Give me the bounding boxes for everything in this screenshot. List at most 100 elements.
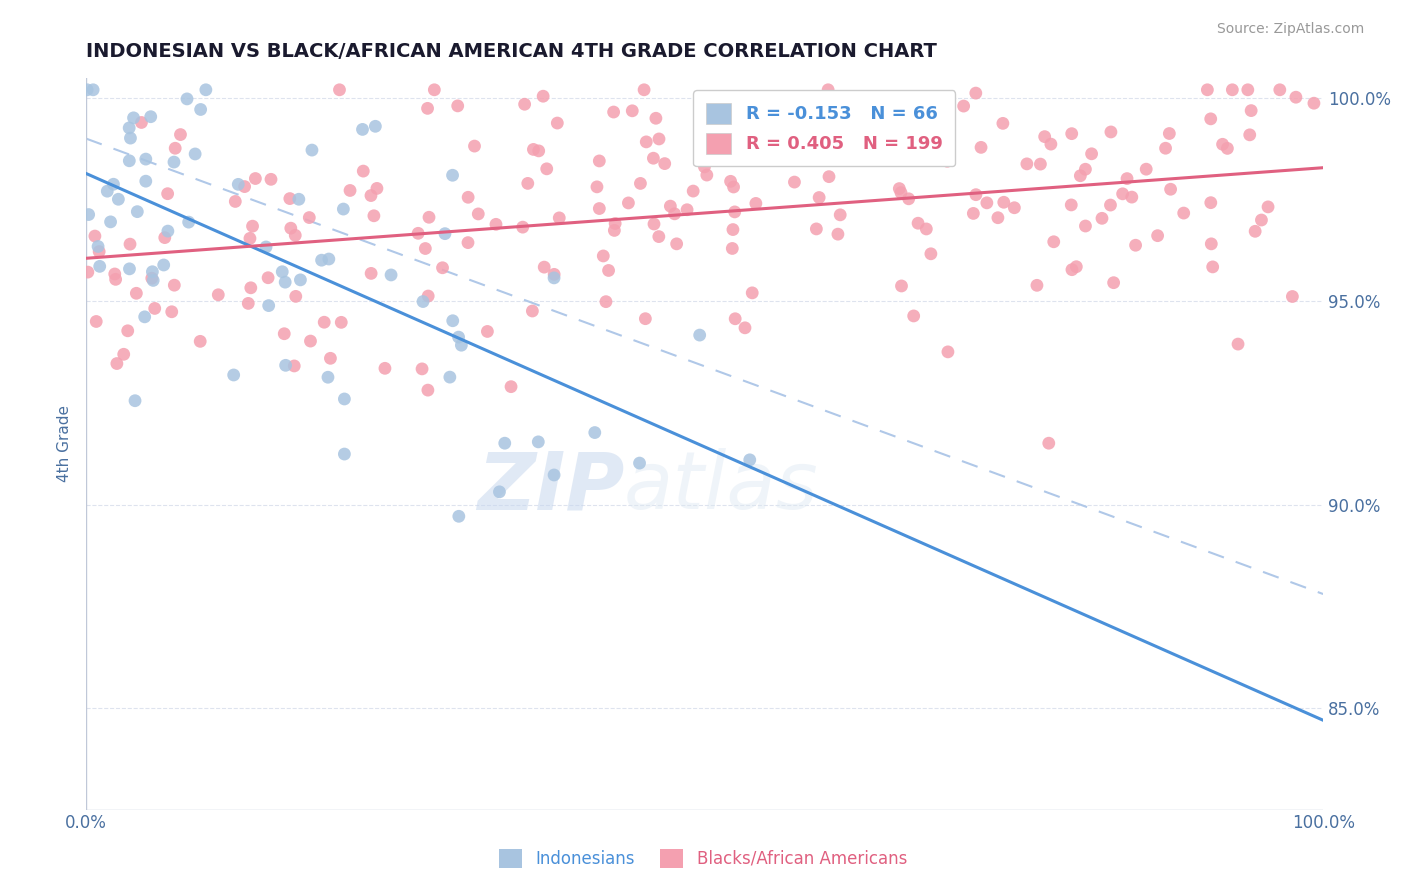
Point: [284, 289, 307, 303]
Point: [786, 150, 808, 164]
Point: [278, 192, 301, 206]
Point: [222, 368, 245, 382]
Point: [163, 155, 186, 169]
Point: [1039, 137, 1062, 152]
Point: [194, 83, 217, 97]
Point: [76, 83, 98, 97]
Point: [245, 171, 267, 186]
Point: [965, 86, 987, 100]
Point: [184, 147, 207, 161]
Point: [633, 83, 655, 97]
Point: [738, 453, 761, 467]
Point: [169, 128, 191, 142]
Point: [1220, 83, 1243, 97]
Point: [516, 177, 538, 191]
Point: [645, 112, 668, 126]
Point: [543, 268, 565, 282]
Point: [418, 211, 440, 225]
Point: [152, 258, 174, 272]
Point: [721, 222, 744, 236]
Point: [628, 456, 651, 470]
Point: [676, 202, 699, 217]
Point: [332, 202, 354, 216]
Point: [274, 275, 297, 289]
Point: [100, 215, 122, 229]
Point: [897, 192, 920, 206]
Point: [737, 147, 759, 161]
Point: [1199, 195, 1222, 210]
Point: [664, 207, 686, 221]
Point: [84, 314, 107, 328]
Point: [1303, 96, 1326, 111]
Point: [889, 181, 911, 195]
Point: [628, 177, 651, 191]
Point: [755, 138, 778, 153]
Point: [363, 209, 385, 223]
Point: [118, 237, 141, 252]
Point: [543, 467, 565, 482]
Point: [1080, 146, 1102, 161]
Point: [139, 110, 162, 124]
Point: [1281, 289, 1303, 303]
Point: [970, 140, 993, 154]
Point: [299, 334, 322, 348]
Point: [314, 315, 336, 329]
Point: [1236, 83, 1258, 97]
Point: [602, 105, 624, 120]
Point: [1066, 260, 1088, 274]
Point: [467, 207, 489, 221]
Point: [617, 196, 640, 211]
Point: [1160, 182, 1182, 196]
Point: [177, 215, 200, 229]
Point: [605, 217, 627, 231]
Point: [488, 484, 510, 499]
Point: [118, 120, 141, 135]
Point: [962, 206, 984, 220]
Point: [659, 199, 682, 213]
Point: [82, 83, 104, 97]
Point: [118, 261, 141, 276]
Point: [485, 217, 508, 231]
Point: [352, 122, 374, 136]
Point: [783, 175, 806, 189]
Legend: Indonesians, Blacks/African Americans: Indonesians, Blacks/African Americans: [492, 842, 914, 875]
Point: [160, 305, 183, 319]
Point: [134, 310, 156, 324]
Point: [360, 188, 382, 202]
Point: [124, 393, 146, 408]
Point: [1240, 103, 1263, 118]
Point: [163, 278, 186, 293]
Point: [1239, 128, 1261, 142]
Point: [457, 235, 479, 250]
Point: [477, 325, 499, 339]
Point: [412, 294, 434, 309]
Point: [754, 113, 776, 128]
Point: [586, 179, 609, 194]
Point: [499, 379, 522, 393]
Point: [682, 184, 704, 198]
Point: [103, 178, 125, 192]
Point: [910, 139, 932, 153]
Point: [423, 83, 446, 97]
Point: [494, 436, 516, 450]
Point: [936, 154, 959, 169]
Point: [634, 311, 657, 326]
Point: [512, 220, 534, 235]
Point: [131, 115, 153, 129]
Point: [141, 271, 163, 285]
Point: [127, 204, 149, 219]
Point: [1033, 129, 1056, 144]
Point: [987, 211, 1010, 225]
Point: [527, 434, 550, 449]
Point: [104, 272, 127, 286]
Point: [260, 172, 283, 186]
Point: [741, 285, 763, 300]
Point: [890, 186, 912, 200]
Point: [952, 99, 974, 113]
Point: [257, 299, 280, 313]
Point: [907, 216, 929, 230]
Point: [226, 178, 249, 192]
Point: [1135, 162, 1157, 177]
Point: [648, 132, 671, 146]
Point: [522, 304, 544, 318]
